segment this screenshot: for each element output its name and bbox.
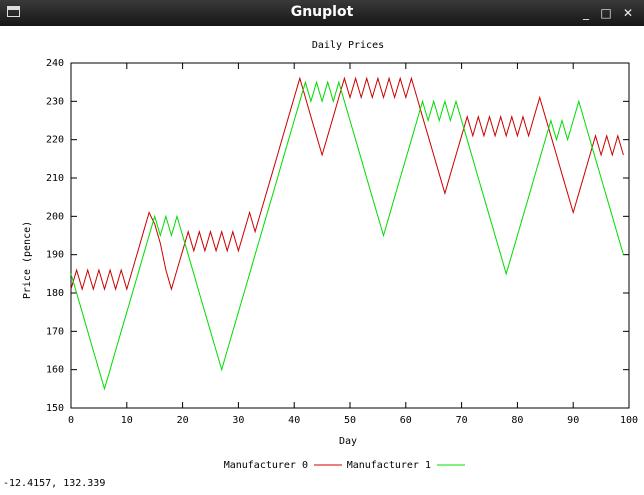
axis-ticks: 0 10 20 30 40 50 60 70 80 90 100 150 160 170 180 190 200… [46,58,638,426]
series-line-manufacturer-1 [70,80,624,391]
legend-label-manufacturer-0: Manufacturer 0 [224,460,308,471]
x-tick-label: 80 [511,415,523,426]
close-button[interactable]: ✕ [622,6,634,20]
y-tick-label: 200 [46,211,64,222]
maximize-button[interactable]: □ [600,6,612,20]
series-line-manufacturer-0 [70,76,624,292]
line-chart: Daily Prices Price (pence) Day 0 10 20 30 40… [22,40,638,471]
legend-label-manufacturer-1: Manufacturer 1 [347,460,431,471]
x-tick-label: 50 [344,415,356,426]
x-axis-label: Day [339,436,357,447]
plot-canvas[interactable]: Daily Prices Price (pence) Day 0 10 20 30 40… [0,26,644,491]
legend: Manufacturer 0 Manufacturer 1 [224,460,465,471]
coordinate-readout: -12.4157, 132.339 [3,478,106,489]
y-axis-label: Price (pence) [22,221,33,299]
y-tick-label: 220 [46,135,64,146]
x-tick-label: 60 [400,415,412,426]
y-tick-label: 230 [46,96,64,107]
x-tick-label: 10 [121,415,133,426]
y-tick-label: 180 [46,288,64,299]
series-lines [70,76,624,391]
x-tick-label: 100 [620,415,638,426]
x-tick-label: 70 [456,415,468,426]
title-bar[interactable]: Gnuplot _ □ ✕ [0,0,644,26]
window-menu-icon[interactable] [7,6,20,17]
window-title: Gnuplot [290,4,354,20]
x-tick-label: 90 [567,415,579,426]
plot-frame [70,62,630,409]
y-tick-label: 210 [46,173,64,184]
x-tick-label: 30 [232,415,244,426]
x-tick-label: 0 [68,415,74,426]
minimize-button[interactable]: _ [583,6,589,20]
x-tick-label: 20 [177,415,189,426]
y-tick-label: 240 [46,58,64,69]
chart-title: Daily Prices [312,40,384,51]
y-tick-label: 160 [46,365,64,376]
y-tick-label: 190 [46,250,64,261]
y-tick-label: 170 [46,326,64,337]
x-tick-label: 40 [288,415,300,426]
y-tick-label: 150 [46,403,64,414]
